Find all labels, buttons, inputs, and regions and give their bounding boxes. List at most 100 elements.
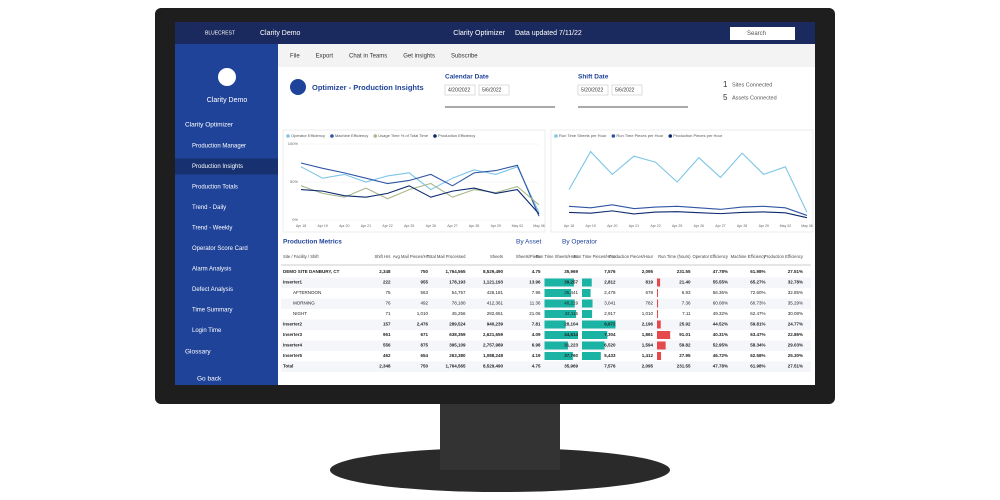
cell: 39,257 — [564, 280, 578, 285]
cell: 40.31% — [713, 332, 728, 337]
data-bar — [657, 310, 659, 318]
nav-item[interactable]: Defect Analysis — [192, 287, 233, 293]
cell: 7,576 — [604, 364, 616, 369]
data-bar — [544, 299, 575, 308]
cell: 875 — [420, 343, 428, 348]
data-bar — [657, 289, 659, 297]
cell: 24.77% — [788, 322, 803, 327]
cell: 2,196 — [642, 322, 654, 327]
cell: 27.95 — [679, 353, 691, 358]
nav-item[interactable]: Production Manager — [192, 144, 246, 150]
column-header: Total Mail Processed — [427, 254, 466, 259]
cell: 5,433 — [604, 353, 616, 358]
legend-marker — [373, 134, 378, 138]
kpi-label: Sites Connected — [732, 82, 772, 88]
toolbar-item[interactable]: Get insights — [403, 54, 435, 60]
column-header: Site / Facility / Shift — [283, 254, 319, 259]
date-input[interactable] — [478, 84, 510, 96]
shift-to[interactable]: 5/6/2022 — [615, 87, 635, 93]
column-header: Operator Efficiency — [692, 254, 728, 259]
cell: 395,109 — [449, 343, 466, 348]
nav-item[interactable]: Time Summary — [192, 308, 232, 314]
date-input[interactable] — [444, 84, 476, 96]
cell: 426,181 — [487, 290, 504, 295]
date-input[interactable] — [577, 84, 609, 96]
cell: 819 — [645, 280, 653, 285]
x-tick-label: Apr 22 — [382, 224, 392, 228]
x-tick-label: Apr 29 — [491, 224, 501, 228]
shift-label: Shift Date — [578, 74, 609, 81]
search-text[interactable]: Search — [747, 31, 766, 37]
cell: 1,764,565 — [445, 364, 466, 369]
toolbar-item[interactable]: Subscribe — [451, 54, 478, 60]
date-input[interactable] — [611, 84, 643, 96]
tab[interactable]: By Operator — [562, 239, 598, 246]
column-header: Run Time Pieces/Hour — [574, 254, 616, 259]
cell: 1,088,248 — [483, 353, 504, 358]
legend-label: Production Pieces per Hour — [673, 133, 723, 138]
nav-item[interactable]: Trend - Daily — [192, 205, 226, 211]
toolbar-item[interactable]: Chat in Teams — [349, 54, 387, 60]
cell: 22.86% — [788, 332, 803, 337]
legend-marker — [554, 134, 558, 138]
cell: 678 — [645, 290, 653, 295]
nav-item[interactable]: Alarm Analysis — [192, 267, 231, 273]
legend-label: Run Time Sheets per Hour — [559, 133, 607, 138]
cell: 3,041 — [604, 301, 616, 306]
search-box[interactable] — [730, 27, 795, 40]
data-bar — [544, 352, 573, 360]
nav-item[interactable]: Production Insights — [192, 164, 243, 170]
calendar-from[interactable]: 4/20/2022 — [448, 87, 470, 93]
column-header: Production Efficiency — [764, 254, 804, 259]
cell: 7.11 — [682, 311, 691, 316]
table-title: Production Metrics — [283, 239, 342, 246]
cell: 940,239 — [487, 322, 504, 327]
x-tick-label: Apr 28 — [469, 224, 479, 228]
cell: 1,121,193 — [483, 280, 504, 285]
x-tick-label: Apr 26 — [694, 224, 704, 228]
cell: 11.36 — [530, 301, 541, 306]
row-stripe — [281, 361, 811, 372]
go-back[interactable]: Go back — [197, 376, 222, 383]
cell: 2,812 — [604, 280, 616, 285]
cell: 31,223 — [564, 343, 578, 348]
nav-item[interactable]: Production Totals — [192, 185, 238, 191]
data-bar — [657, 341, 666, 350]
cell: 75 — [385, 290, 391, 295]
x-tick-label: May 02 — [780, 224, 792, 228]
tab[interactable]: By Asset — [516, 239, 541, 246]
x-tick-label: May 06 — [801, 224, 813, 228]
chart-frame — [282, 129, 546, 233]
cell: Inserter3 — [283, 332, 303, 337]
calendar-to[interactable]: 5/6/2022 — [482, 87, 502, 93]
cell: 563 — [420, 290, 428, 295]
cell: 78,180 — [452, 301, 466, 306]
glossary[interactable]: Glossary — [185, 349, 211, 356]
cell: 8,529,490 — [483, 364, 504, 369]
cell: NIGHT — [293, 311, 307, 316]
toolbar-item[interactable]: Export — [316, 54, 334, 60]
legend-label: Usage Time % of Total Time — [378, 133, 429, 138]
nav-item[interactable]: Operator Score Card — [192, 246, 248, 252]
section[interactable]: Clarity Optimizer — [185, 122, 234, 129]
cell: 91.01 — [679, 332, 691, 337]
y-tick-label: 50% — [290, 179, 298, 184]
nav-item[interactable]: Login Time — [192, 328, 222, 334]
calendar-label: Calendar Date — [445, 74, 489, 81]
nav-item[interactable]: Trend - Weekly — [192, 226, 232, 232]
column-header: Sheets/Piece — [516, 254, 541, 259]
x-tick-label: Apr 19 — [585, 224, 595, 228]
data-bar — [582, 331, 608, 339]
cell: 6,520 — [604, 343, 616, 348]
brand: BLUECREST — [205, 30, 235, 36]
cell: 222 — [383, 280, 391, 285]
y-tick-label: 100% — [288, 141, 299, 146]
shift-from[interactable]: 5/20/2022 — [581, 87, 603, 93]
toolbar-item[interactable]: File — [290, 54, 300, 60]
column-header: Run Time (hours) — [658, 254, 691, 259]
cell: 8,529,490 — [483, 269, 504, 274]
cell: 671 — [420, 332, 428, 337]
cell: 25.30% — [788, 353, 803, 358]
cell: 1,764,565 — [445, 269, 466, 274]
cell: Inserter1 — [283, 280, 303, 285]
